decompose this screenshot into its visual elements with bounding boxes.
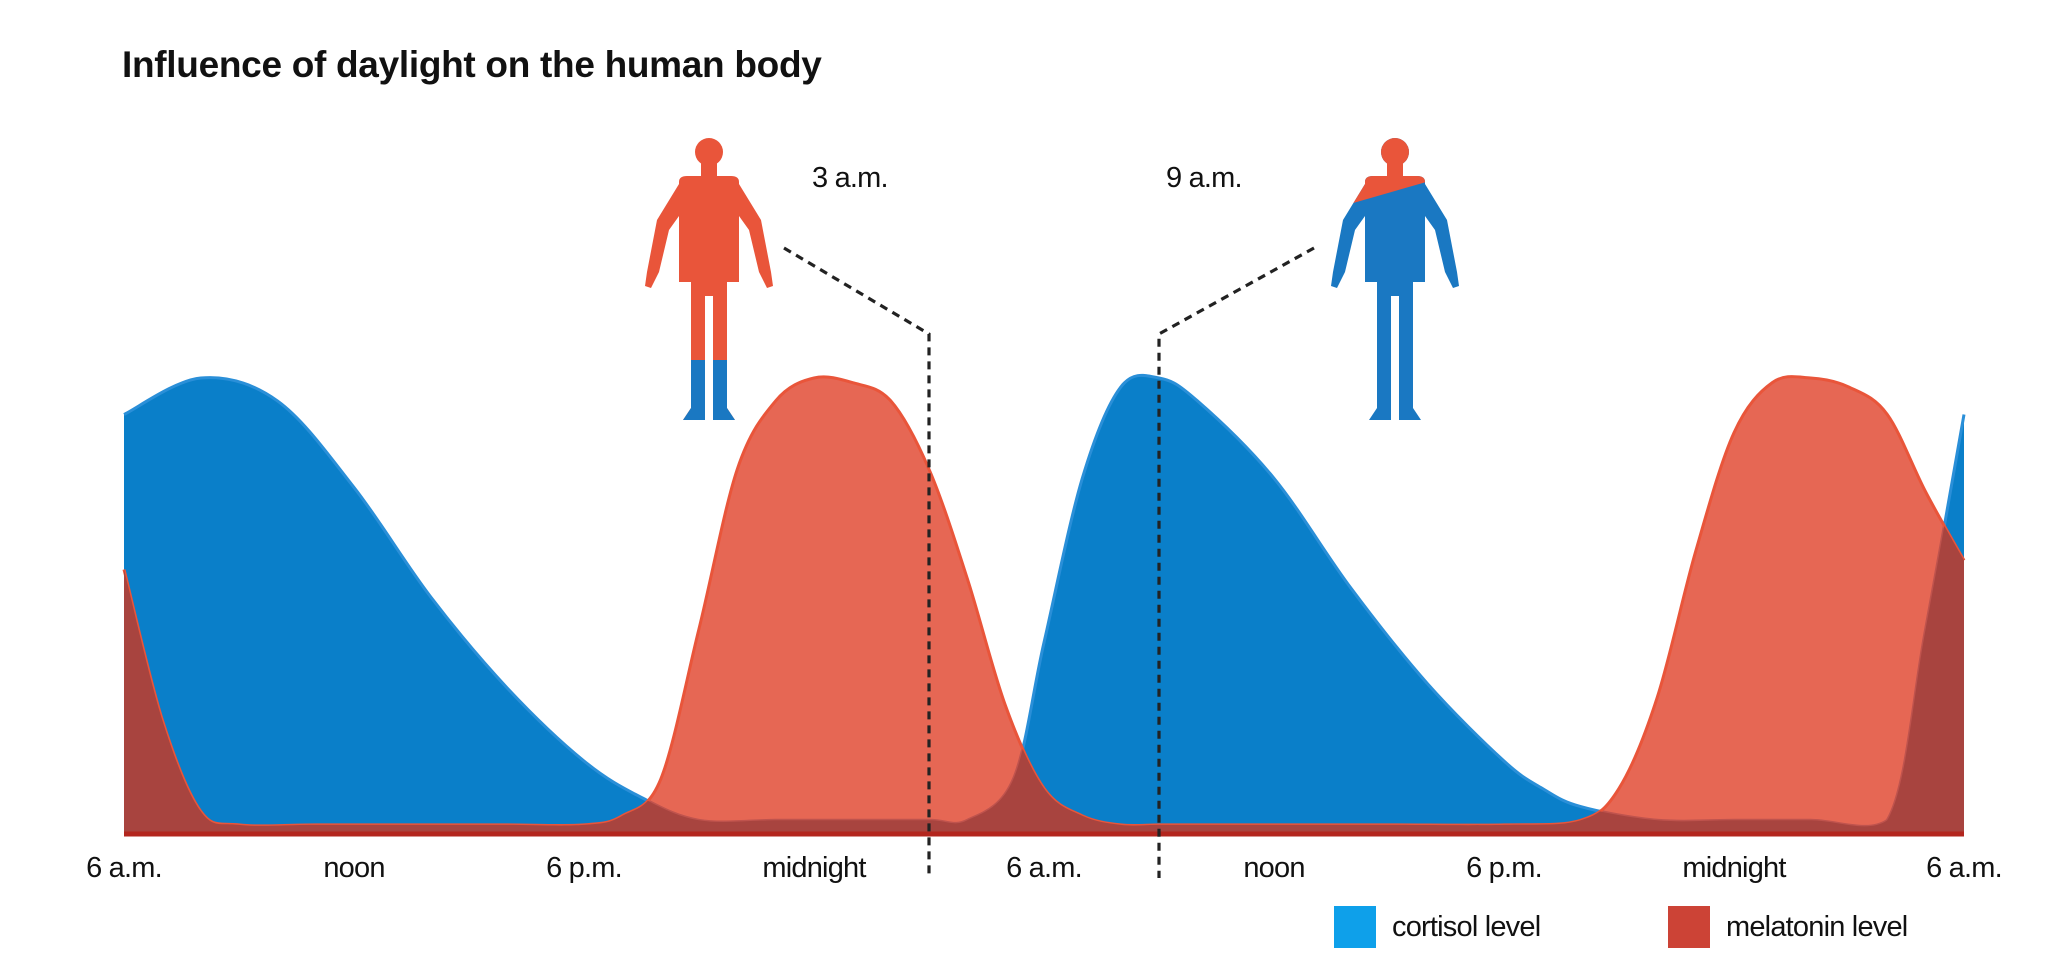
series-layer [122, 373, 1966, 834]
callout-layer [783, 246, 1315, 878]
callout-label-3am: 3 a.m. [812, 162, 889, 194]
x-tick-label: 6 p.m. [546, 852, 623, 884]
x-tick-label: noon [323, 852, 385, 884]
x-tick-label: 6 p.m. [1466, 852, 1543, 884]
legend-swatch-melatonin [1668, 906, 1710, 948]
x-tick-label: 6 a.m. [1006, 852, 1083, 884]
legend-label-cortisol: cortisol level [1392, 910, 1541, 943]
series-area-melatonin [124, 376, 1964, 834]
legend-item-melatonin: melatonin level [1668, 906, 1908, 948]
series-area-cortisol [124, 375, 1964, 834]
person-3am-figure [645, 138, 773, 420]
legend-item-cortisol: cortisol level [1334, 906, 1541, 948]
legend-label-melatonin: melatonin level [1726, 910, 1908, 943]
x-tick-label: midnight [1682, 852, 1786, 884]
person-9am-figure [1331, 138, 1459, 420]
x-tick-label: 6 a.m. [1926, 852, 2003, 884]
callout-leader-line [1157, 246, 1315, 878]
callout-leader-line [783, 246, 931, 878]
x-tick-label: midnight [762, 852, 866, 884]
chart-title: Influence of daylight on the human body [122, 44, 822, 85]
callout-label-9am: 9 a.m. [1166, 162, 1243, 194]
x-tick-label: 6 a.m. [86, 852, 163, 884]
legend-swatch-cortisol [1334, 906, 1376, 948]
x-tick-label: noon [1243, 852, 1305, 884]
